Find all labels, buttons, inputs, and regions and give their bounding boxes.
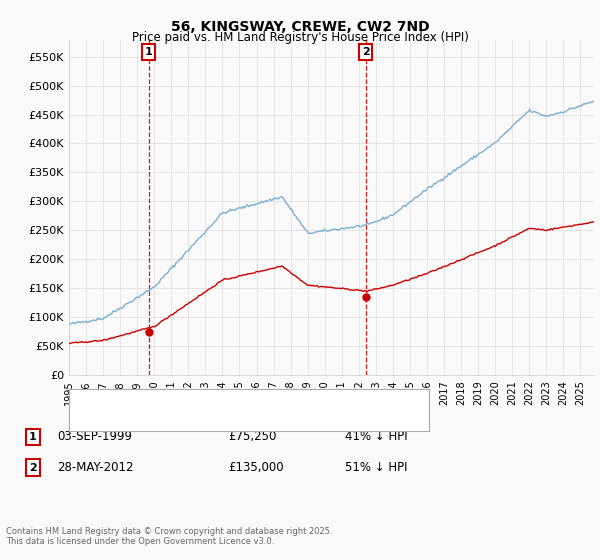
- Text: 56, KINGSWAY, CREWE, CW2 7ND (detached house): 56, KINGSWAY, CREWE, CW2 7ND (detached h…: [102, 395, 372, 405]
- Text: 51% ↓ HPI: 51% ↓ HPI: [345, 461, 407, 474]
- Text: 56, KINGSWAY, CREWE, CW2 7ND: 56, KINGSWAY, CREWE, CW2 7ND: [170, 20, 430, 34]
- Text: 2: 2: [29, 463, 37, 473]
- Text: 03-SEP-1999: 03-SEP-1999: [57, 430, 132, 444]
- Text: 2: 2: [362, 47, 370, 57]
- Text: 28-MAY-2012: 28-MAY-2012: [57, 461, 133, 474]
- Text: Price paid vs. HM Land Registry's House Price Index (HPI): Price paid vs. HM Land Registry's House …: [131, 31, 469, 44]
- Text: Contains HM Land Registry data © Crown copyright and database right 2025.
This d: Contains HM Land Registry data © Crown c…: [6, 526, 332, 546]
- Text: ——: ——: [78, 412, 103, 425]
- Text: HPI: Average price, detached house, Cheshire East: HPI: Average price, detached house, Ches…: [102, 413, 367, 423]
- Text: 41% ↓ HPI: 41% ↓ HPI: [345, 430, 407, 444]
- Text: ——: ——: [78, 394, 103, 407]
- Text: £135,000: £135,000: [228, 461, 284, 474]
- Text: £75,250: £75,250: [228, 430, 277, 444]
- Text: 1: 1: [145, 47, 152, 57]
- Text: 1: 1: [29, 432, 37, 442]
